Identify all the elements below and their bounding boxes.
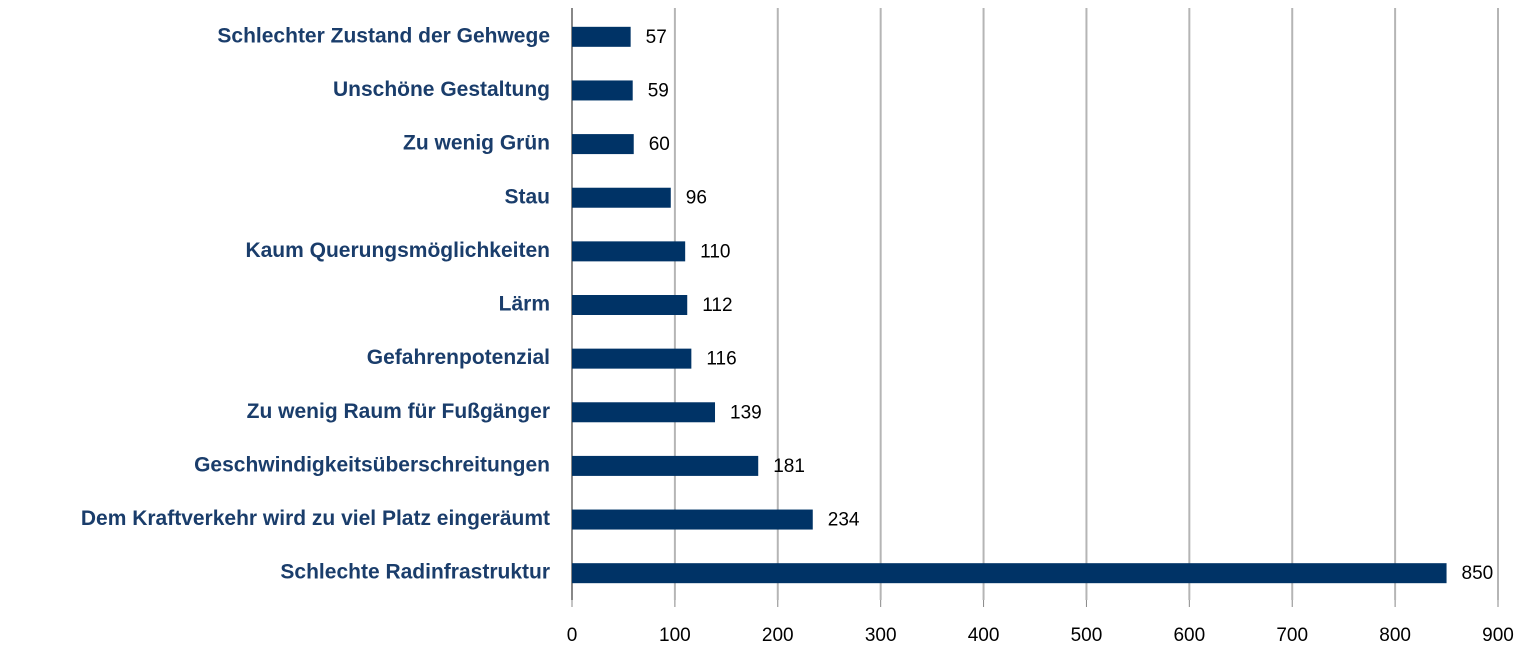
- x-tick-label: 700: [1276, 625, 1308, 646]
- bar: [572, 348, 692, 369]
- value-label: 60: [649, 134, 670, 155]
- category-label: Lärm: [499, 293, 550, 316]
- value-label: 57: [646, 27, 667, 48]
- x-tick-label: 300: [865, 625, 897, 646]
- category-label: Zu wenig Raum für Fußgänger: [247, 400, 550, 423]
- category-label: Gefahrenpotenzial: [367, 346, 550, 369]
- bar: [572, 80, 633, 101]
- category-label: Schlechter Zustand der Gehwege: [217, 24, 550, 47]
- value-label: 110: [700, 241, 730, 262]
- bar: [572, 455, 759, 476]
- bar: [572, 241, 686, 262]
- category-label: Schlechte Radinfrastruktur: [280, 561, 550, 584]
- category-label: Unschöne Gestaltung: [333, 78, 550, 101]
- value-label: 112: [702, 295, 732, 316]
- category-label: Zu wenig Grün: [403, 132, 550, 155]
- x-tick-label: 100: [659, 625, 691, 646]
- bar: [572, 563, 1447, 584]
- value-label: 234: [828, 510, 860, 531]
- value-label: 59: [648, 80, 669, 101]
- bar: [572, 509, 813, 530]
- category-label: Dem Kraftverkehr wird zu viel Platz eing…: [81, 507, 550, 530]
- bar: [572, 402, 716, 423]
- value-label: 116: [706, 349, 736, 370]
- bar: [572, 134, 634, 155]
- x-tick-label: 200: [762, 625, 794, 646]
- x-tick-label: 400: [968, 625, 1000, 646]
- value-label: 96: [686, 188, 707, 209]
- x-tick-label: 900: [1482, 625, 1514, 646]
- x-tick-label: 800: [1379, 625, 1411, 646]
- x-tick-label: 600: [1173, 625, 1205, 646]
- category-label: Geschwindigkeitsüberschreitungen: [194, 453, 550, 476]
- category-label: Kaum Querungsmöglichkeiten: [245, 239, 550, 262]
- bar: [572, 187, 671, 208]
- bar: [572, 295, 688, 315]
- value-label: 139: [730, 402, 762, 423]
- bar: [572, 26, 631, 47]
- value-label: 850: [1462, 563, 1494, 584]
- x-tick-label: 0: [567, 625, 578, 646]
- x-tick-label: 500: [1071, 625, 1103, 646]
- value-label: 181: [773, 456, 805, 477]
- category-label: Stau: [504, 185, 550, 208]
